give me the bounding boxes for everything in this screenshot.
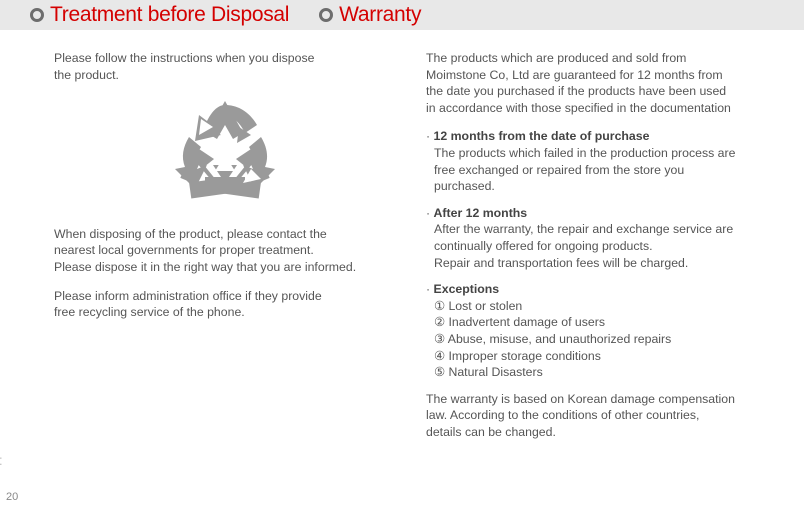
text-line: The warranty is based on Korean damage c… (426, 392, 735, 406)
text-line: the product. (54, 68, 119, 82)
page-number: 20 (6, 491, 18, 503)
text-line: the date you purchased if the products h… (426, 84, 726, 98)
warranty-item-3: · Exceptions ① Lost or stolen ② Inadvert… (426, 281, 784, 381)
header-bar: Treatment before Disposal Warranty (0, 0, 804, 30)
header-title-right: Warranty (319, 3, 421, 27)
text-line: The products which are produced and sold… (426, 51, 686, 65)
exception-item: ① Lost or stolen (434, 299, 522, 313)
right-intro: The products which are produced and sold… (426, 50, 784, 116)
exceptions-list: ① Lost or stolen ② Inadvertent damage of… (426, 298, 784, 381)
text-line: After the warranty, the repair and excha… (434, 222, 733, 236)
warranty-item-2: · After 12 months After the warranty, th… (426, 205, 784, 271)
column-left: Please follow the instructions when you … (54, 50, 426, 452)
dot-icon: · (426, 128, 430, 145)
left-para-2: When disposing of the product, please co… (54, 226, 396, 276)
dot-icon: · (426, 205, 430, 222)
text-line: Please follow the instructions when you … (54, 51, 314, 65)
text-line: continually offered for ongoing products… (434, 239, 653, 253)
warranty-heading: Exceptions (434, 282, 500, 296)
header-title-left: Treatment before Disposal (30, 3, 289, 27)
left-para-3: Please inform administration office if t… (54, 288, 396, 321)
column-right: The products which are produced and sold… (426, 50, 784, 452)
recycle-icon-wrap (54, 97, 396, 212)
exception-item: ④ Improper storage conditions (434, 349, 601, 363)
exception-item: ② Inadvertent damage of users (434, 315, 605, 329)
right-footer: The warranty is based on Korean damage c… (426, 391, 784, 441)
text-line: Moimstone Co, Ltd are guaranteed for 12 … (426, 68, 723, 82)
text-line: Please inform administration office if t… (54, 289, 322, 303)
title-left-text: Treatment before Disposal (50, 3, 289, 27)
text-line: purchased. (434, 179, 495, 193)
left-para-1: Please follow the instructions when you … (54, 50, 396, 83)
ring-bullet-icon (30, 8, 44, 22)
text-line: details can be changed. (426, 425, 556, 439)
text-line: free recycling service of the phone. (54, 305, 245, 319)
warranty-heading: After 12 months (434, 206, 528, 220)
exception-item: ③ Abuse, misuse, and unauthorized repair… (434, 332, 671, 346)
dot-icon: · (426, 281, 430, 298)
content-columns: Please follow the instructions when you … (0, 30, 804, 452)
text-line: nearest local governments for proper tre… (54, 243, 314, 257)
text-line: The products which failed in the product… (434, 146, 735, 160)
side-tab-label: Supplement (0, 393, 2, 483)
text-line: When disposing of the product, please co… (54, 227, 327, 241)
text-line: law. According to the conditions of othe… (426, 408, 699, 422)
warranty-body: After the warranty, the repair and excha… (426, 221, 784, 271)
warranty-heading: 12 months from the date of purchase (434, 129, 650, 143)
warranty-body: The products which failed in the product… (426, 145, 784, 195)
title-right-text: Warranty (339, 3, 421, 27)
text-line: Repair and transportation fees will be c… (434, 256, 688, 270)
warranty-item-1: · 12 months from the date of purchase Th… (426, 128, 784, 194)
exception-item: ⑤ Natural Disasters (434, 365, 543, 379)
ring-bullet-icon (319, 8, 333, 22)
text-line: Please dispose it in the right way that … (54, 260, 356, 274)
text-line: in accordance with those specified in th… (426, 101, 731, 115)
text-line: free exchanged or repaired from the stor… (434, 163, 684, 177)
recycle-icon (165, 97, 285, 207)
